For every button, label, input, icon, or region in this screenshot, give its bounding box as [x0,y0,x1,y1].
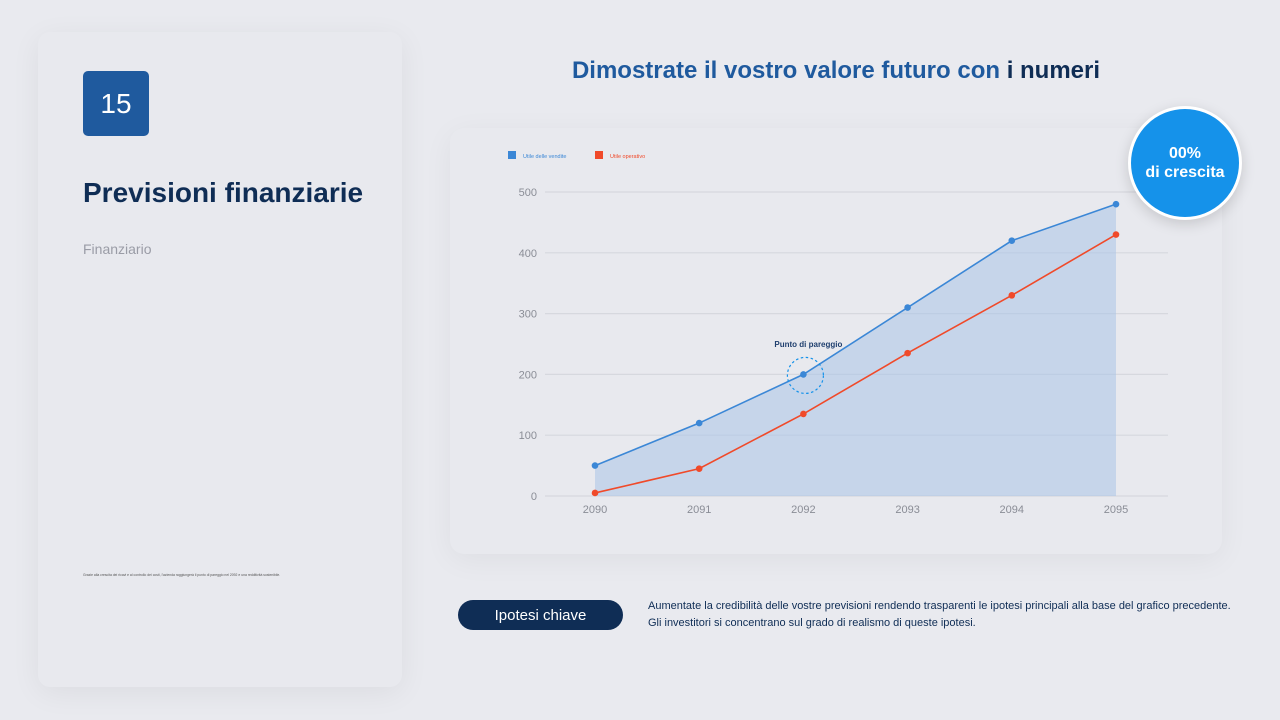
data-point [591,462,599,469]
growth-badge: 00% di crescita [1128,106,1242,220]
key-assumptions-text: Aumentate la credibilità delle vostre pr… [648,598,1231,632]
x-tick-label: 2092 [791,504,815,516]
breakeven-marker [786,356,825,394]
slide-number: 15 [83,71,149,136]
data-point [1008,237,1016,244]
data-point [591,489,599,497]
data-point [1112,231,1120,238]
page-title: Dimostrate il vostro valore futuro con i… [450,57,1222,85]
legend-label: Utile operativo [610,154,645,160]
growth-label: di crescita [1145,164,1225,181]
y-tick-label: 300 [519,309,537,321]
data-point [695,465,703,472]
data-point [1008,292,1016,299]
slide-info-card [38,32,402,687]
data-point [904,349,911,357]
x-tick-label: 2091 [687,504,711,516]
y-tick-label: 200 [519,369,537,381]
series-area [595,204,1116,496]
legend-label: Utile delle vendite [523,154,566,160]
data-point [1112,200,1120,208]
x-tick-label: 2090 [583,504,607,516]
desc-line2: Gli investitori si concentrano sul grado… [648,617,976,629]
footnote: Grazie alla crescita dei ricavi e al con… [83,573,281,577]
slide-subtitle: Finanziario [83,241,152,257]
y-tick-label: 0 [531,491,537,503]
desc-line1: Aumentate la credibilità delle vostre pr… [648,600,1231,612]
data-point [904,304,911,311]
x-tick-label: 2095 [1104,504,1128,516]
series-line [594,233,1117,494]
legend-swatch [508,151,516,159]
y-tick-label: 100 [519,430,537,442]
series-line [594,203,1117,467]
x-tick-label: 2093 [895,504,919,516]
key-assumptions-button[interactable]: Ipotesi chiave [458,600,623,630]
slide-title: Previsioni finanziarie [83,177,364,208]
y-tick-label: 400 [519,248,537,260]
data-point [800,371,807,378]
legend-swatch [595,151,603,159]
growth-value: 00% [1168,145,1202,162]
title-part1: Dimostrate il vostro valore futuro con [571,57,1007,84]
title-part2: i numeri [1006,57,1101,84]
y-tick-label: 500 [519,187,537,199]
data-point [800,410,807,418]
x-tick-label: 2094 [1000,504,1024,516]
breakeven-label: Punto di pareggio [774,340,842,349]
data-point [695,419,703,427]
